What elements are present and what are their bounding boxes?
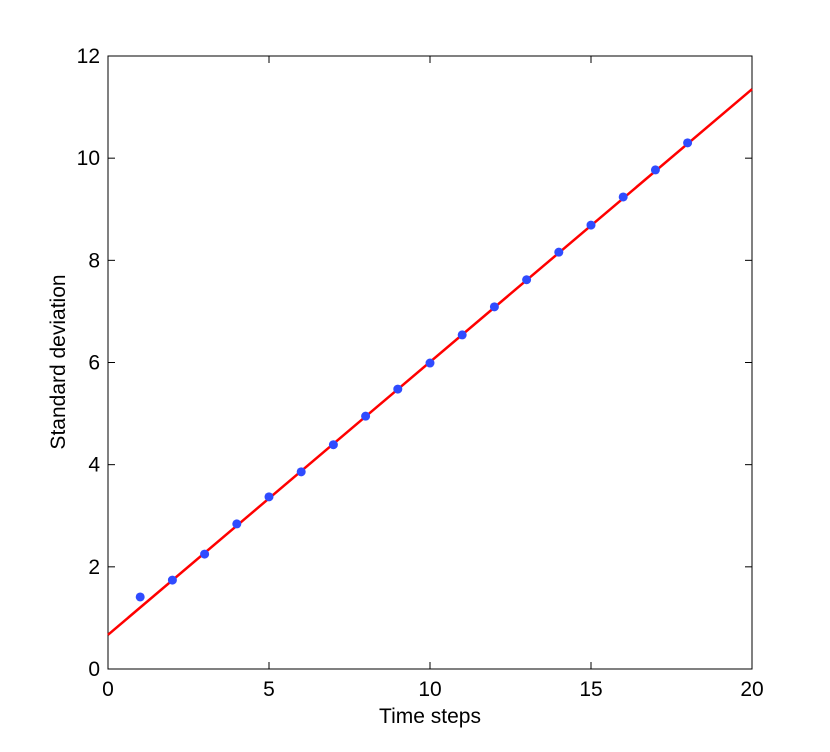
data-point — [296, 467, 306, 477]
data-point — [489, 302, 499, 312]
data-point — [167, 575, 177, 585]
x-tick-label: 0 — [102, 678, 114, 701]
y-tick-label: 0 — [88, 658, 100, 681]
data-point — [264, 492, 274, 502]
y-tick-label: 12 — [77, 45, 100, 68]
y-tick-label: 8 — [88, 249, 100, 272]
data-point — [135, 592, 145, 602]
data-point — [361, 411, 371, 421]
data-point — [650, 165, 660, 175]
y-tick-label: 4 — [88, 454, 100, 477]
data-point — [522, 275, 532, 285]
data-point — [328, 440, 338, 450]
data-point — [425, 358, 435, 368]
data-point — [200, 549, 210, 559]
data-point — [586, 220, 596, 230]
y-tick-label: 6 — [88, 352, 100, 375]
y-tick-label: 10 — [77, 147, 100, 170]
data-point — [232, 519, 242, 529]
y-axis-label: Standard deviation — [47, 274, 70, 449]
data-point — [554, 247, 564, 257]
data-point — [618, 192, 628, 202]
x-tick-label: 15 — [579, 678, 602, 701]
data-point — [457, 330, 467, 340]
x-tick-label: 10 — [418, 678, 441, 701]
y-tick-label: 2 — [88, 556, 100, 579]
data-point — [393, 384, 403, 394]
x-axis-label: Time steps — [379, 705, 481, 728]
x-tick-label: 5 — [263, 678, 275, 701]
data-point — [683, 138, 693, 148]
x-tick-label: 20 — [740, 678, 763, 701]
